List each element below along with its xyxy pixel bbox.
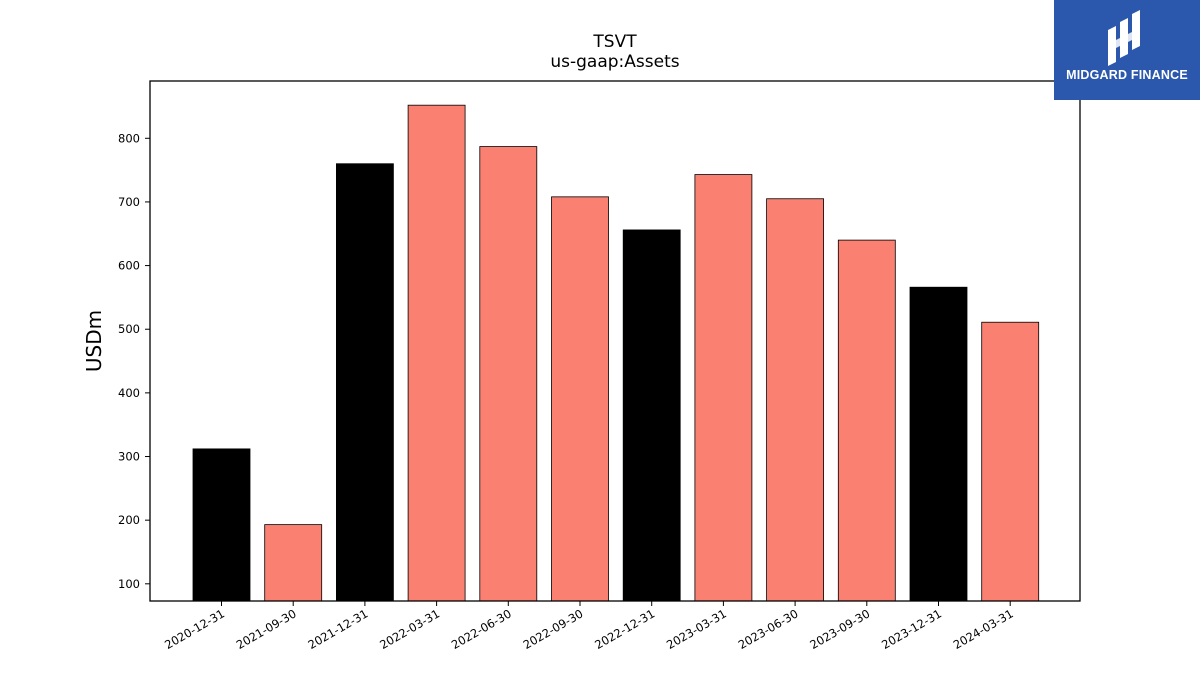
x-tick-label: 2021-12-31 [306,606,371,652]
bar-2022-12-31 [622,229,681,602]
x-tick-label: 2022-12-31 [592,606,657,652]
bar-2022-06-30 [479,146,538,602]
x-tick-label: 2022-09-30 [521,606,586,652]
y-tick-label: 600 [118,259,140,273]
plot-frame [149,80,1081,602]
x-tick-label: 2021-09-30 [234,606,299,652]
y-tick-label: 800 [118,131,140,145]
bar-2023-06-30 [766,198,824,602]
x-tick-label: 2023-06-30 [736,606,801,652]
bar-2022-09-30 [551,196,609,602]
bar-2023-12-31 [909,286,968,602]
bar-2023-03-31 [694,174,753,602]
x-tick-label: 2023-03-31 [664,606,729,652]
chart-subtitle: us-gaap:Assets [550,52,680,72]
bar-2021-09-30 [264,524,323,602]
midgard-finance-logo: MIDGARD FINANCE [1054,0,1200,100]
midgard-logo-icon [1108,10,1140,66]
x-tick-label: 2023-09-30 [807,606,872,652]
bar-2020-12-31 [192,448,251,602]
bar-2021-12-31 [335,163,394,602]
bar-2022-03-31 [407,104,466,602]
y-tick-label: 300 [118,450,140,464]
chart-title: TSVT [593,32,637,52]
bar-2023-09-30 [837,239,896,602]
y-tick-label: 700 [118,195,140,209]
y-tick-label: 100 [118,577,140,591]
x-tick-label: 2022-03-31 [377,606,442,652]
bar-2024-03-31 [981,321,1040,602]
x-tick-label: 2022-06-30 [449,606,514,652]
y-tick-label: 500 [118,322,140,336]
x-tick-label: 2024-03-31 [951,606,1016,652]
logo-text: MIDGARD FINANCE [1066,68,1188,82]
y-tick-label: 400 [118,386,140,400]
x-tick-label: 2020-12-31 [162,606,227,652]
y-tick-label: 200 [118,513,140,527]
x-tick-label: 2023-12-31 [879,606,944,652]
chart-title-block: TSVT us-gaap:Assets [150,32,1080,72]
